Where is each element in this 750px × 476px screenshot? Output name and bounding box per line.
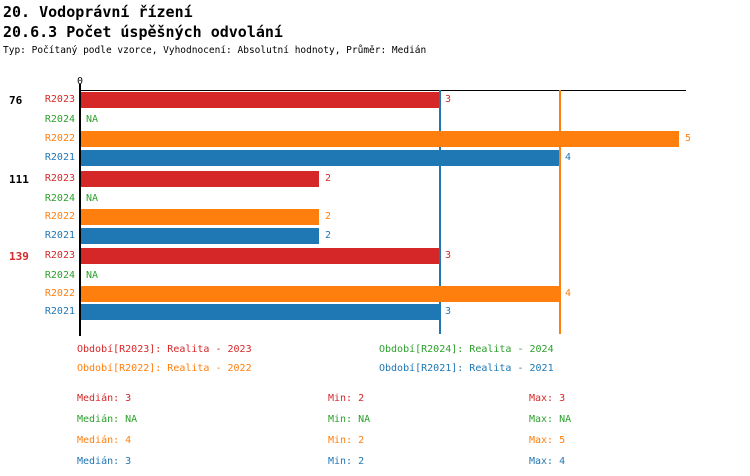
stat-median-r2023: Medián: 3 (77, 393, 132, 404)
stat-max-r2024: Max: NA (529, 414, 572, 425)
na-label: NA (86, 193, 99, 204)
group-label: 111 (9, 173, 29, 186)
bar-value-label: 4 (565, 288, 572, 299)
row-label-r2023: R2023 (44, 173, 75, 184)
legend-item-r2022: Období[R2022]: Realita - 2022 (77, 363, 252, 374)
stat-max-r2021: Max: 4 (529, 456, 566, 467)
legend-item-r2024: Období[R2024]: Realita - 2024 (379, 344, 554, 355)
legend-item-r2021: Období[R2021]: Realita - 2021 (379, 363, 554, 374)
row-label-r2023: R2023 (44, 250, 75, 261)
row-label-r2021: R2021 (44, 306, 75, 317)
row-label-r2022: R2022 (44, 211, 75, 222)
bar-r2021 (81, 228, 319, 244)
axis-origin-label: 0 (76, 76, 84, 87)
row-label-r2023: R2023 (44, 94, 75, 105)
row-label-r2021: R2021 (44, 152, 75, 163)
bar-r2022 (81, 286, 559, 302)
na-label: NA (86, 270, 99, 281)
bar-value-label: 2 (325, 173, 332, 184)
stat-median-r2022: Medián: 4 (77, 435, 132, 446)
bar-r2023 (81, 248, 439, 264)
bar-value-label: 3 (445, 306, 452, 317)
bar-r2023 (81, 92, 439, 108)
bar-value-label: 4 (565, 152, 572, 163)
axis-top-line (80, 90, 686, 91)
row-label-r2022: R2022 (44, 133, 75, 144)
stat-max-r2022: Max: 5 (529, 435, 566, 446)
bar-r2023 (81, 171, 319, 187)
group-label: 139 (9, 250, 29, 263)
stat-min-r2022: Min: 2 (328, 435, 365, 446)
median-line-r2022 (559, 90, 561, 334)
stat-min-r2023: Min: 2 (328, 393, 365, 404)
bar-value-label: 3 (445, 94, 452, 105)
bar-value-label: 5 (685, 133, 692, 144)
bar-r2021 (81, 304, 439, 320)
row-label-r2022: R2022 (44, 288, 75, 299)
stat-median-r2021: Medián: 3 (77, 456, 132, 467)
stat-max-r2023: Max: 3 (529, 393, 566, 404)
na-label: NA (86, 114, 99, 125)
stat-min-r2021: Min: 2 (328, 456, 365, 467)
row-label-r2024: R2024 (44, 114, 75, 125)
row-label-r2024: R2024 (44, 193, 75, 204)
group-label: 76 (9, 94, 23, 107)
bar-r2022 (81, 131, 679, 147)
bar-r2022 (81, 209, 319, 225)
chart-meta-line: Typ: Počítaný podle vzorce, Vyhodnocení:… (3, 45, 427, 56)
bar-value-label: 2 (325, 211, 332, 222)
row-label-r2024: R2024 (44, 270, 75, 281)
stat-median-r2024: Medián: NA (77, 414, 138, 425)
legend-item-r2023: Období[R2023]: Realita - 2023 (77, 344, 252, 355)
axis-zero-line (79, 84, 81, 336)
median-line-r2021 (439, 90, 441, 334)
bar-value-label: 2 (325, 230, 332, 241)
page-subtitle: 20.6.3 Počet úspěšných odvolání (3, 23, 283, 41)
bar-r2021 (81, 150, 559, 166)
page-title: 20. Vodoprávní řízení (3, 3, 193, 21)
row-label-r2021: R2021 (44, 230, 75, 241)
stat-min-r2024: Min: NA (328, 414, 371, 425)
bar-value-label: 3 (445, 250, 452, 261)
